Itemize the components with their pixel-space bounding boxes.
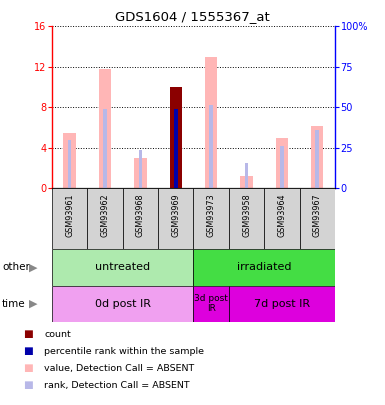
Bar (169, 87, 182, 188)
Text: irradiated: irradiated (237, 262, 291, 272)
Bar (52, 286, 193, 322)
Bar (193, 188, 229, 249)
Bar (280, 146, 284, 188)
Text: value, Detection Call = ABSENT: value, Detection Call = ABSENT (44, 364, 194, 373)
Bar (169, 87, 182, 188)
Text: GSM93969: GSM93969 (171, 193, 180, 237)
Bar (209, 105, 213, 188)
Text: ■: ■ (23, 329, 33, 339)
Text: ■: ■ (23, 346, 33, 356)
Text: ▶: ▶ (28, 262, 37, 272)
Bar (300, 188, 335, 249)
Bar (193, 249, 335, 286)
Bar (229, 286, 335, 322)
Text: GDS1604 / 1555367_at: GDS1604 / 1555367_at (115, 10, 270, 23)
Bar (229, 188, 264, 249)
Text: time: time (2, 299, 25, 309)
Text: other: other (2, 262, 30, 272)
Bar (64, 133, 76, 188)
Bar (158, 188, 193, 249)
Text: GSM93973: GSM93973 (207, 193, 216, 237)
Text: GSM93958: GSM93958 (242, 193, 251, 237)
Text: percentile rank within the sample: percentile rank within the sample (44, 347, 204, 356)
Bar (245, 163, 248, 188)
Bar (205, 57, 218, 188)
Bar (240, 176, 253, 188)
Bar (311, 126, 323, 188)
Text: GSM93961: GSM93961 (65, 193, 74, 237)
Bar (99, 69, 111, 188)
Bar (134, 158, 147, 188)
Bar (68, 140, 72, 188)
Bar (87, 188, 123, 249)
Bar (139, 150, 142, 188)
Text: 3d post
IR: 3d post IR (194, 294, 228, 313)
Bar (52, 188, 87, 249)
Bar (174, 109, 177, 188)
Text: GSM93967: GSM93967 (313, 193, 322, 237)
Bar (276, 138, 288, 188)
Bar (103, 109, 107, 188)
Text: ▶: ▶ (28, 299, 37, 309)
Bar (264, 188, 300, 249)
Text: 7d post IR: 7d post IR (254, 299, 310, 309)
Text: 0d post IR: 0d post IR (95, 299, 151, 309)
Text: count: count (44, 330, 71, 339)
Text: ■: ■ (23, 363, 33, 373)
Text: GSM93964: GSM93964 (277, 193, 286, 237)
Text: GSM93968: GSM93968 (136, 193, 145, 237)
Text: GSM93962: GSM93962 (100, 193, 110, 237)
Bar (315, 130, 319, 188)
Bar (174, 109, 177, 188)
Bar (193, 286, 229, 322)
Text: rank, Detection Call = ABSENT: rank, Detection Call = ABSENT (44, 381, 190, 390)
Bar (123, 188, 158, 249)
Bar (52, 249, 193, 286)
Text: ■: ■ (23, 380, 33, 390)
Text: untreated: untreated (95, 262, 150, 272)
